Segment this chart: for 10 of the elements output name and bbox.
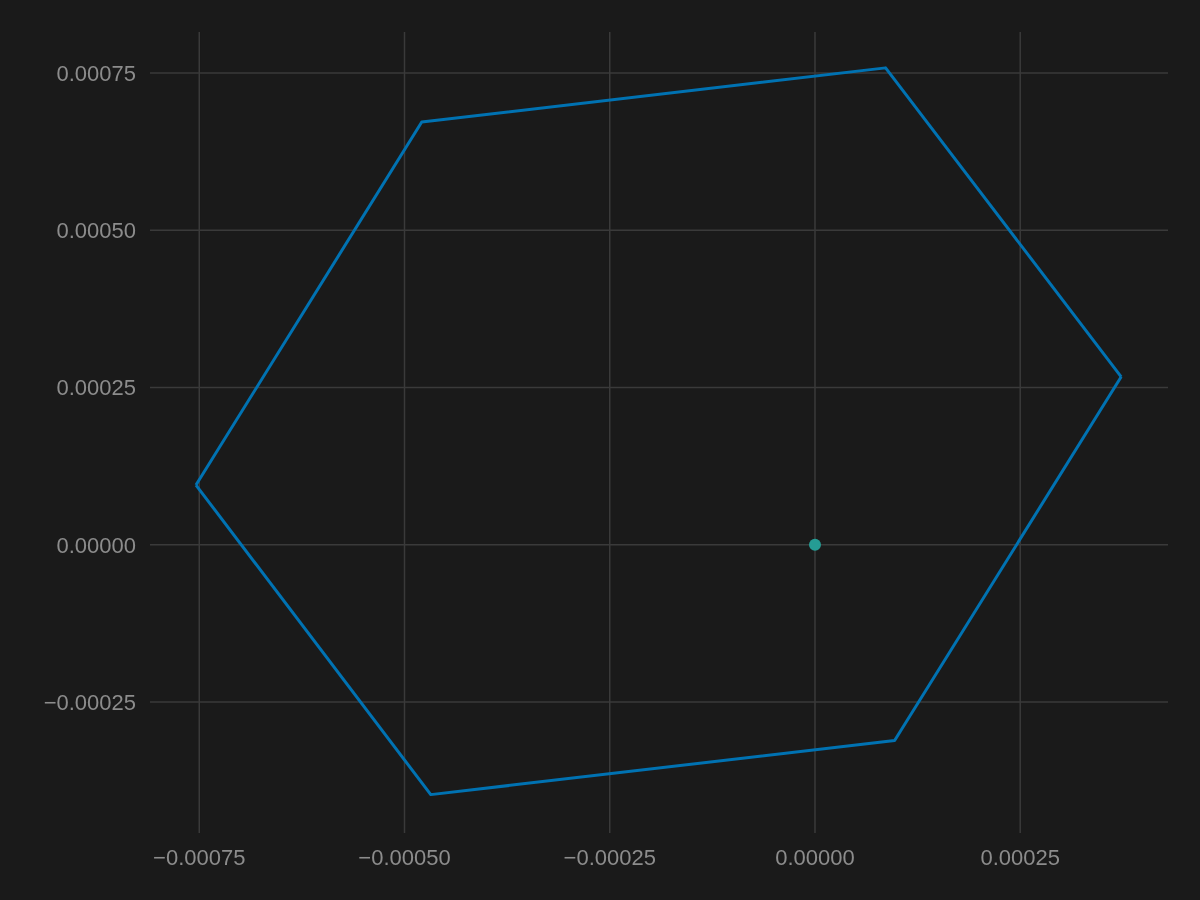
x-tick-label: −0.00025 [563, 844, 656, 870]
x-tick-label: −0.00075 [153, 844, 246, 870]
y-tick-label: 0.00025 [56, 375, 136, 401]
y-tick-label: 0.00050 [56, 218, 136, 244]
x-tick-label: 0.00000 [775, 844, 855, 870]
y-tick-label: 0.00000 [56, 532, 136, 558]
y-tick-label: 0.00075 [56, 60, 136, 86]
y-tick-label: −0.00025 [43, 689, 136, 715]
x-tick-label: −0.00050 [358, 844, 451, 870]
x-tick-label: 0.00025 [980, 844, 1060, 870]
